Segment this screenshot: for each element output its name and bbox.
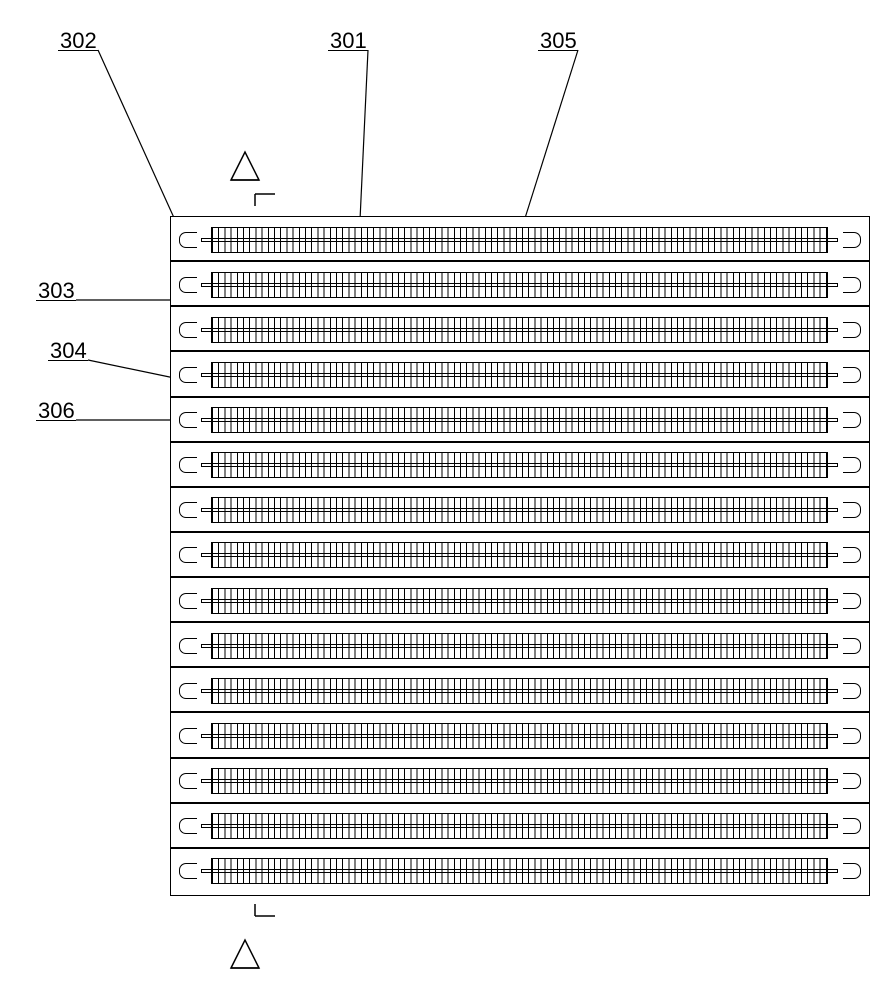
label-303-underline — [36, 300, 76, 301]
exchanger-row — [171, 578, 869, 623]
end-cap-left — [179, 638, 197, 654]
separator-plate — [171, 802, 869, 804]
end-cap-left — [179, 367, 197, 383]
separator-plate — [171, 350, 869, 352]
end-cap-left — [179, 277, 197, 293]
end-cap-right — [843, 502, 861, 518]
exchanger-row — [171, 668, 869, 713]
heat-exchanger-body — [170, 216, 870, 896]
end-cap-left — [179, 232, 197, 248]
separator-plate — [171, 711, 869, 713]
section-mark-top — [215, 148, 285, 208]
end-cap-right — [843, 863, 861, 879]
exchanger-row — [171, 849, 869, 894]
label-306-underline — [36, 420, 76, 421]
separator-plate — [171, 305, 869, 307]
fins — [212, 543, 827, 567]
end-cap-right — [843, 457, 861, 473]
exchanger-row — [171, 217, 869, 262]
end-cap-right — [843, 367, 861, 383]
fins — [212, 769, 827, 793]
fins — [212, 498, 827, 522]
end-cap-left — [179, 457, 197, 473]
end-cap-left — [179, 818, 197, 834]
end-cap-left — [179, 547, 197, 563]
end-cap-right — [843, 773, 861, 789]
label-302-underline — [58, 50, 98, 51]
diagram-container: 302 301 305 303 304 306 — [20, 20, 874, 980]
separator-plate — [171, 531, 869, 533]
fin-area — [211, 272, 828, 298]
fins — [212, 228, 827, 252]
fins — [212, 273, 827, 297]
end-cap-right — [843, 818, 861, 834]
end-cap-right — [843, 277, 861, 293]
fin-area — [211, 362, 828, 388]
exchanger-row — [171, 533, 869, 578]
separator-plate — [171, 576, 869, 578]
end-cap-right — [843, 593, 861, 609]
end-cap-right — [843, 232, 861, 248]
end-cap-right — [843, 547, 861, 563]
separator-plate — [171, 666, 869, 668]
end-cap-left — [179, 412, 197, 428]
end-cap-right — [843, 683, 861, 699]
fin-area — [211, 678, 828, 704]
fin-area — [211, 227, 828, 253]
fin-area — [211, 497, 828, 523]
exchanger-row — [171, 262, 869, 307]
separator-plate — [171, 396, 869, 398]
fins — [212, 724, 827, 748]
exchanger-row — [171, 713, 869, 758]
label-301-underline — [328, 50, 368, 51]
separator-plate — [171, 847, 869, 849]
end-cap-left — [179, 683, 197, 699]
fins — [212, 859, 827, 883]
end-cap-right — [843, 412, 861, 428]
end-cap-left — [179, 593, 197, 609]
separator-plate — [171, 621, 869, 623]
end-cap-right — [843, 728, 861, 744]
separator-plate — [171, 441, 869, 443]
end-cap-left — [179, 728, 197, 744]
fins — [212, 363, 827, 387]
section-mark-bottom — [215, 900, 285, 980]
fin-area — [211, 542, 828, 568]
fin-area — [211, 723, 828, 749]
fins — [212, 679, 827, 703]
fin-area — [211, 633, 828, 659]
exchanger-row — [171, 488, 869, 533]
exchanger-row — [171, 443, 869, 488]
end-cap-right — [843, 322, 861, 338]
exchanger-row — [171, 307, 869, 352]
end-cap-left — [179, 773, 197, 789]
fins — [212, 408, 827, 432]
fin-area — [211, 407, 828, 433]
fins — [212, 318, 827, 342]
fins — [212, 453, 827, 477]
separator-plate — [171, 260, 869, 262]
end-cap-right — [843, 638, 861, 654]
exchanger-row — [171, 623, 869, 668]
fins — [212, 589, 827, 613]
exchanger-row — [171, 804, 869, 849]
fin-area — [211, 858, 828, 884]
exchanger-row — [171, 759, 869, 804]
label-304-underline — [48, 360, 88, 361]
end-cap-left — [179, 502, 197, 518]
end-cap-left — [179, 322, 197, 338]
fin-area — [211, 317, 828, 343]
separator-plate — [171, 486, 869, 488]
fins — [212, 634, 827, 658]
fins — [212, 814, 827, 838]
fin-area — [211, 452, 828, 478]
fin-area — [211, 588, 828, 614]
fin-area — [211, 768, 828, 794]
label-305-underline — [538, 50, 578, 51]
exchanger-row — [171, 352, 869, 397]
separator-plate — [171, 757, 869, 759]
end-cap-left — [179, 863, 197, 879]
fin-area — [211, 813, 828, 839]
exchanger-row — [171, 398, 869, 443]
